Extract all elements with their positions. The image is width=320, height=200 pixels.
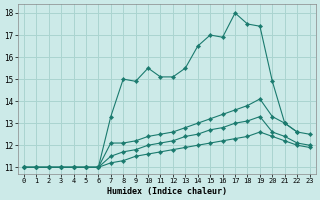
X-axis label: Humidex (Indice chaleur): Humidex (Indice chaleur) — [107, 187, 227, 196]
